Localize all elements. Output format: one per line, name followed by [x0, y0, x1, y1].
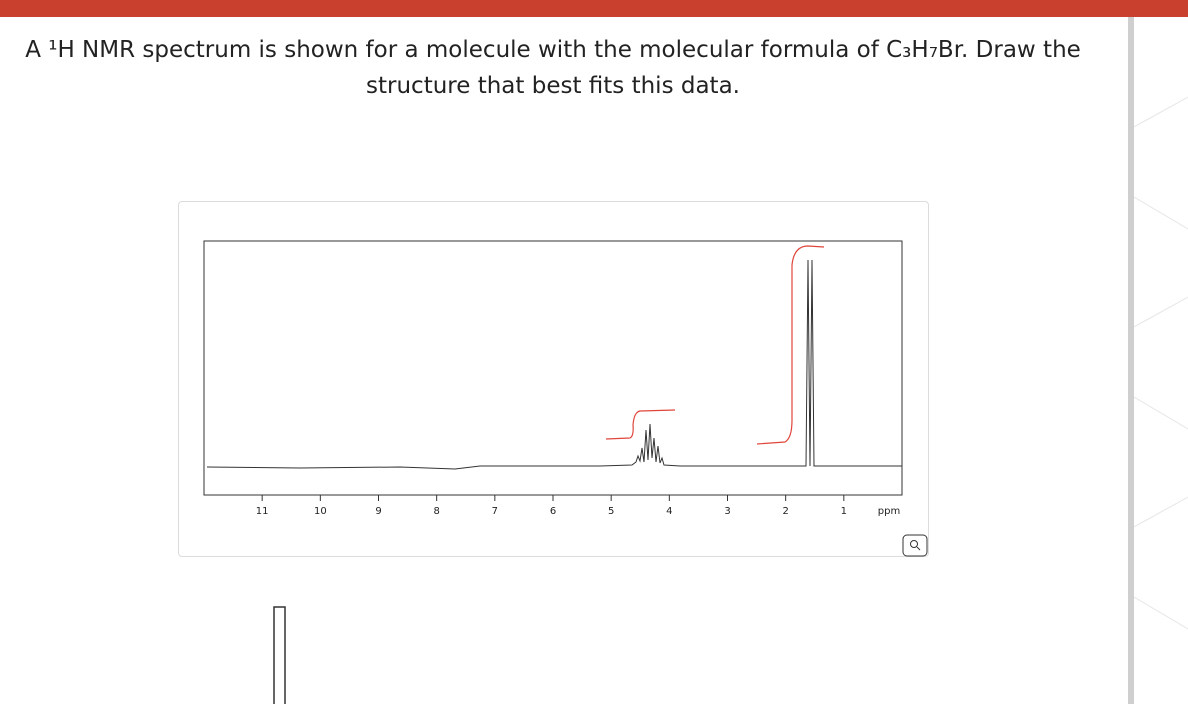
integration-curve — [756, 245, 825, 445]
tool-handle[interactable] — [273, 606, 286, 704]
x-tick-label: 11 — [256, 506, 269, 517]
x-tick-label: 3 — [724, 506, 730, 517]
question-text: A ¹H NMR spectrum is shown for a molecul… — [25, 37, 1081, 99]
x-tick-label: 10 — [314, 506, 327, 517]
x-tick-label: 1 — [841, 506, 847, 517]
zoom-button[interactable] — [902, 534, 928, 557]
scrollbar[interactable] — [1128, 17, 1134, 704]
zoom-icon — [916, 546, 921, 551]
x-tick-label: 9 — [375, 506, 381, 517]
x-tick-label: 7 — [492, 506, 498, 517]
x-tick-label: 8 — [433, 506, 439, 517]
x-tick-label: 2 — [782, 506, 788, 517]
spectrum: ppm 11 10 9 8 7 6 5 4 3 2 1 — [203, 240, 928, 704]
plot-frame — [203, 240, 903, 496]
top-bar — [0, 0, 1188, 17]
integration-curve — [605, 409, 676, 440]
spectrum-trace — [206, 259, 902, 470]
side-panel — [1134, 96, 1188, 630]
x-tick-label: 6 — [550, 506, 556, 517]
axis-unit: ppm — [878, 506, 900, 517]
x-tick-label: 4 — [666, 506, 672, 517]
x-tick-label: 5 — [608, 506, 614, 517]
zoom-icon — [910, 540, 918, 548]
